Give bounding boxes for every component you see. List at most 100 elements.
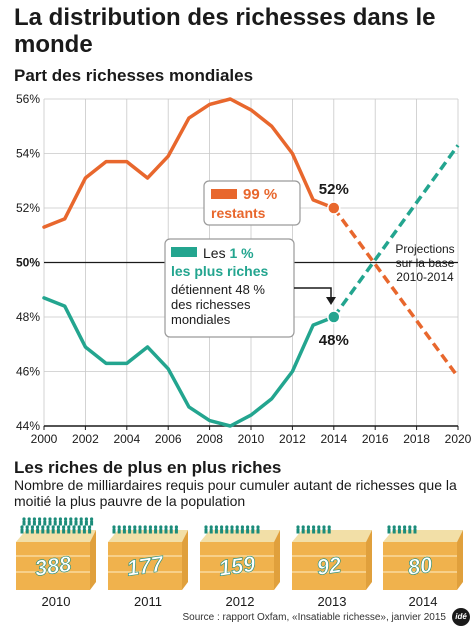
endpoint-teal (327, 310, 341, 324)
person-icon (235, 528, 239, 534)
x-tick-label: 2016 (362, 432, 389, 446)
x-tick-label: 2008 (196, 432, 223, 446)
person-icon (128, 525, 132, 529)
person-icon (53, 520, 57, 526)
person-icon (67, 525, 71, 529)
person-icon (22, 520, 26, 526)
person-icon (69, 520, 73, 526)
person-icon (312, 528, 316, 534)
person-icon (209, 528, 213, 534)
person-icon (327, 525, 331, 529)
wealth-share-chart: 44% 46% 48% 50% 52% 54% 56% 2000 2002 2004 2006 200… (16, 92, 472, 446)
teal-pointer-line (294, 287, 332, 298)
cake-top (200, 530, 280, 542)
person-icon (67, 528, 71, 534)
cake-year: 2013 (318, 594, 347, 609)
person-icon (69, 517, 73, 521)
person-icon (225, 528, 229, 534)
person-icon (90, 520, 94, 526)
person-icon (164, 528, 168, 534)
person-icon (117, 528, 121, 534)
person-icon (53, 517, 57, 521)
person-icon (403, 528, 407, 534)
orange-annotation-label: restants (211, 205, 266, 221)
person-icon (174, 525, 178, 529)
person-icon (41, 528, 45, 534)
person-icon (46, 528, 50, 534)
person-icon (64, 520, 68, 526)
person-icon (220, 525, 224, 529)
person-icon (122, 528, 126, 534)
person-icon (72, 528, 76, 534)
cake-value: 159 (217, 551, 258, 581)
cake-side (16, 542, 90, 590)
person-icon (77, 528, 81, 534)
cake-value: 177 (125, 551, 167, 581)
projection-line-teal (332, 144, 460, 319)
person-icon (143, 528, 147, 534)
person-icon (133, 528, 137, 534)
person-icon (36, 528, 40, 534)
person-icon (246, 528, 250, 534)
x-tick-label: 2020 (445, 432, 472, 446)
person-icon (204, 528, 208, 534)
cake-year: 2012 (226, 594, 255, 609)
section2-title: Les riches de plus en plus riches (14, 458, 282, 477)
cake-edge (90, 530, 96, 590)
person-icon (62, 525, 66, 529)
person-icon (43, 517, 47, 521)
cake-side (292, 542, 366, 590)
y-tick-label: 50% (16, 256, 40, 270)
person-icon (84, 517, 88, 521)
person-icon (112, 528, 116, 534)
person-icon (122, 525, 126, 529)
person-icon (20, 528, 24, 534)
cake-side (200, 542, 274, 590)
person-icon (27, 520, 31, 526)
person-icon (251, 525, 255, 529)
person-icon (148, 528, 152, 534)
person-icon (327, 528, 331, 534)
person-icon (138, 525, 142, 529)
person-icon (72, 525, 76, 529)
person-icon (74, 520, 78, 526)
cake-2010: 388 2010 (16, 517, 96, 609)
y-tick-label: 46% (16, 365, 40, 379)
projection-line-orange (332, 206, 460, 378)
cake-edge (182, 530, 188, 590)
projection-note-line: sur la base (396, 256, 455, 270)
series-line-teal (42, 296, 336, 428)
person-icon (225, 525, 229, 529)
person-icon (148, 525, 152, 529)
person-icon (312, 525, 316, 529)
person-icon (387, 528, 391, 534)
person-icon (408, 528, 412, 534)
person-icon (246, 525, 250, 529)
person-icon (56, 528, 60, 534)
person-icon (387, 525, 391, 529)
person-icon (82, 528, 86, 534)
person-icon (159, 528, 163, 534)
person-icon (154, 525, 158, 529)
person-icon (230, 525, 234, 529)
publisher-logo: idé (452, 608, 470, 626)
billionaire-cakes: 388 2010 177 2011 159 2012 92 2013 80 2014 (16, 517, 463, 609)
person-icon (230, 528, 234, 534)
y-tick-label: 54% (16, 147, 40, 161)
cake-2014: 80 2014 (383, 525, 463, 609)
x-tick-label: 2010 (238, 432, 265, 446)
chart-title: La distribution des richesses dans le mo… (14, 4, 436, 58)
person-icon (79, 517, 83, 521)
person-icon (209, 525, 213, 529)
x-tick-label: 2006 (155, 432, 182, 446)
person-icon (30, 525, 34, 529)
teal-annotation-text: des richesses (171, 297, 251, 312)
x-tick-label: 2012 (279, 432, 306, 446)
projection-note-line: 2010-2014 (396, 270, 454, 284)
person-icon (164, 525, 168, 529)
x-tick-label: 2018 (403, 432, 430, 446)
x-tick-label: 2000 (31, 432, 58, 446)
person-icon (251, 528, 255, 534)
person-icon (112, 525, 116, 529)
point-label-teal: 48% (319, 332, 349, 349)
